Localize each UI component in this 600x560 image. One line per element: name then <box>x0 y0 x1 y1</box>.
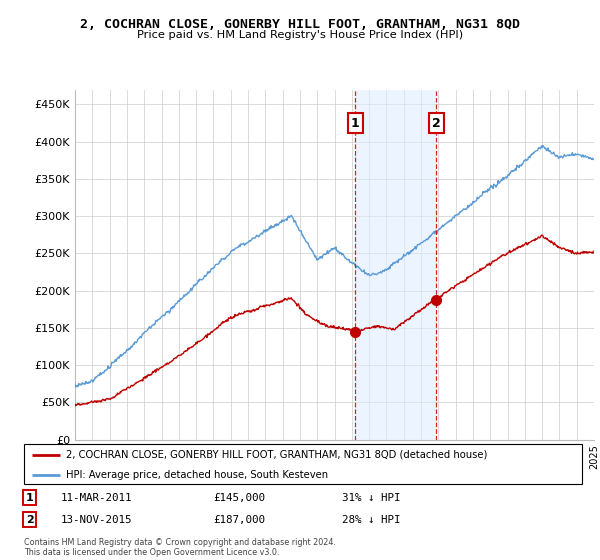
Text: HPI: Average price, detached house, South Kesteven: HPI: Average price, detached house, Sout… <box>66 470 328 480</box>
FancyBboxPatch shape <box>24 444 582 484</box>
Text: 2, COCHRAN CLOSE, GONERBY HILL FOOT, GRANTHAM, NG31 8QD (detached house): 2, COCHRAN CLOSE, GONERBY HILL FOOT, GRA… <box>66 450 487 460</box>
Text: 1: 1 <box>26 493 34 503</box>
Text: 31% ↓ HPI: 31% ↓ HPI <box>342 493 401 503</box>
Text: Price paid vs. HM Land Registry's House Price Index (HPI): Price paid vs. HM Land Registry's House … <box>137 30 463 40</box>
Text: 13-NOV-2015: 13-NOV-2015 <box>60 515 132 525</box>
Text: £187,000: £187,000 <box>214 515 266 525</box>
Text: 11-MAR-2011: 11-MAR-2011 <box>60 493 132 503</box>
Bar <box>355 90 436 440</box>
Text: 2: 2 <box>26 515 34 525</box>
Text: 2: 2 <box>431 116 440 129</box>
Text: £145,000: £145,000 <box>214 493 266 503</box>
Text: Contains HM Land Registry data © Crown copyright and database right 2024.
This d: Contains HM Land Registry data © Crown c… <box>24 538 336 557</box>
Text: 28% ↓ HPI: 28% ↓ HPI <box>342 515 401 525</box>
Text: 2, COCHRAN CLOSE, GONERBY HILL FOOT, GRANTHAM, NG31 8QD: 2, COCHRAN CLOSE, GONERBY HILL FOOT, GRA… <box>80 18 520 31</box>
Text: 1: 1 <box>351 116 359 129</box>
